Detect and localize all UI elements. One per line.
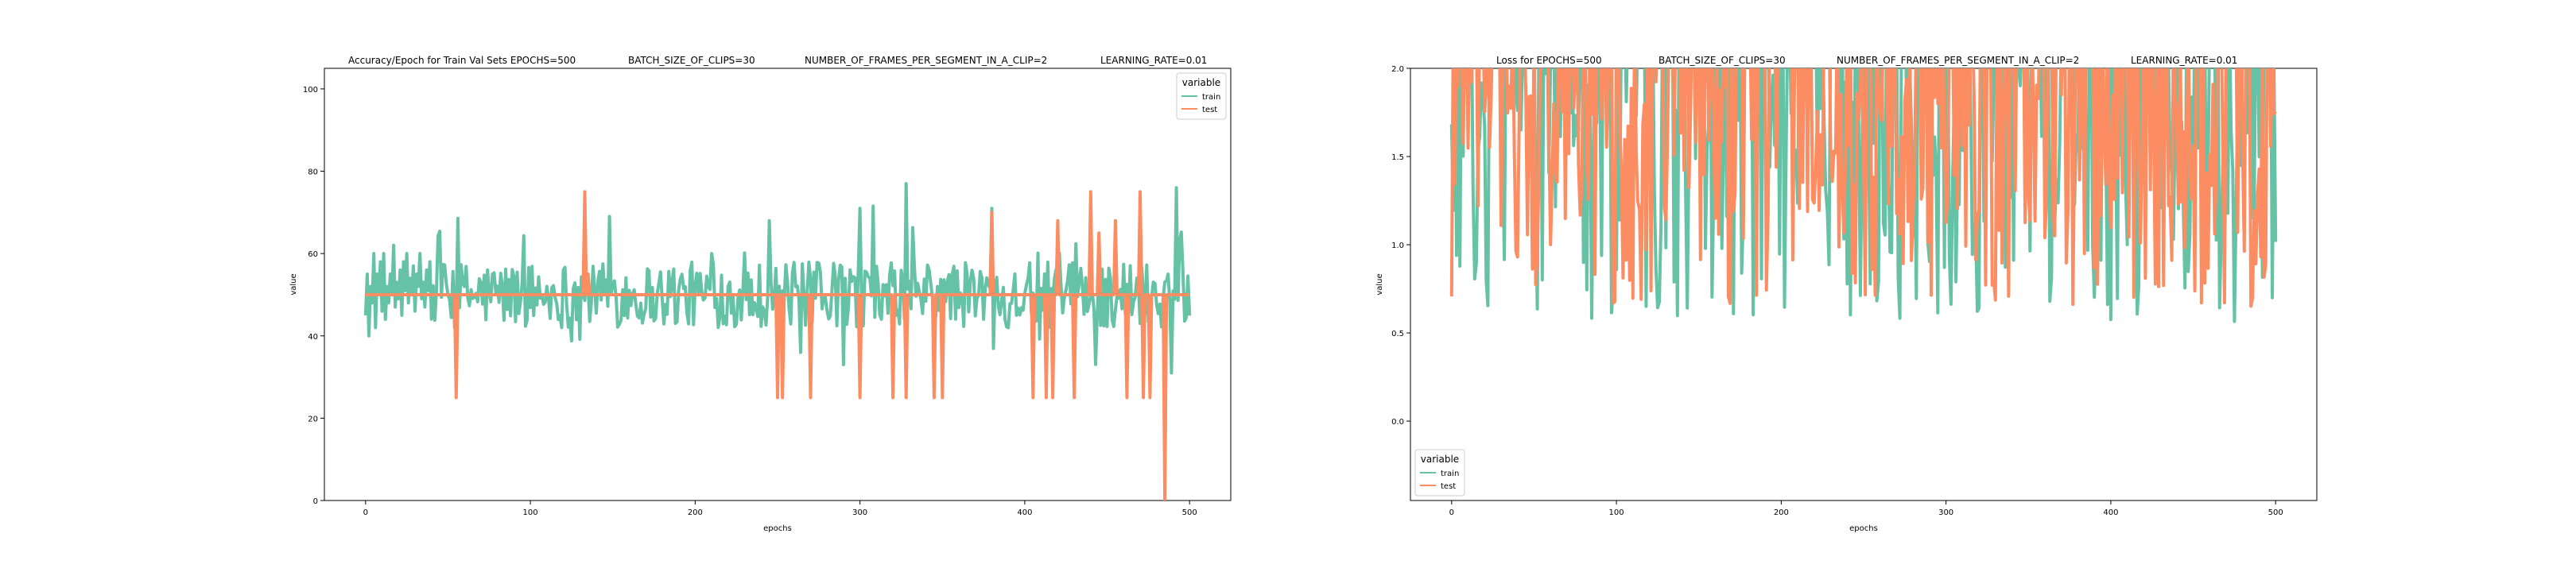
y-tick-label: 2.0	[1391, 65, 1404, 74]
chart-title-part: NUMBER_OF_FRAMES_PER_SEGMENT_IN_A_CLIP=2	[805, 55, 1047, 66]
legend-title: variable	[1421, 454, 1459, 465]
chart-title-part: LEARNING_RATE=0.01	[1100, 55, 1207, 66]
x-axis-label: epochs	[1849, 524, 1878, 533]
legend: variable train test	[1414, 449, 1465, 497]
x-tick-label: 300	[852, 508, 867, 517]
legend-entry-test: test	[1441, 482, 1456, 491]
y-tick-label: 0.5	[1391, 330, 1404, 338]
x-tick-label: 400	[2103, 508, 2118, 517]
y-tick-label: 80	[308, 168, 318, 177]
legend: variable train test	[1176, 72, 1227, 120]
chart-title-part: NUMBER_OF_FRAMES_PER_SEGMENT_IN_A_CLIP=2	[1837, 55, 2079, 66]
x-tick-label: 0	[363, 508, 368, 517]
x-tick-label: 500	[2268, 508, 2283, 517]
x-tick-label: 200	[1774, 508, 1789, 517]
plot-area	[363, 182, 1192, 500]
y-tick-label: 100	[303, 86, 318, 95]
x-tick-label: 0	[1449, 508, 1454, 517]
loss-chart: 0 100 200 300 400 500 0.0 0.5 1.0 1.5 2.0 epochs val…	[1375, 55, 2318, 533]
y-tick-label: 20	[308, 415, 318, 423]
chart-title-part: BATCH_SIZE_OF_CLIPS=30	[628, 55, 755, 66]
y-tick-label: 1.5	[1391, 153, 1404, 162]
legend-title: variable	[1182, 77, 1220, 88]
x-tick-label: 300	[1938, 508, 1953, 517]
series-test-line	[365, 190, 1190, 500]
y-tick-label: 1.0	[1391, 242, 1404, 250]
x-tick-label: 100	[523, 508, 538, 517]
x-tick-label: 200	[688, 508, 703, 517]
x-tick-label: 400	[1017, 508, 1032, 517]
series-test-line	[1449, 68, 2277, 308]
x-tick-label: 100	[1609, 508, 1624, 517]
legend-box	[1176, 72, 1227, 120]
y-tick-label: 0	[313, 497, 318, 506]
x-axis-label: epochs	[763, 524, 792, 533]
y-tick-label: 0.0	[1391, 418, 1404, 427]
chart-title-part: Accuracy/Epoch for Train Val Sets EPOCHS…	[348, 55, 576, 66]
plot-frame	[324, 68, 1232, 501]
x-tick-label: 500	[1182, 508, 1197, 517]
plot-area	[1449, 68, 2278, 323]
chart-title-part: BATCH_SIZE_OF_CLIPS=30	[1658, 55, 1786, 66]
legend-box	[1414, 449, 1465, 497]
chart-title-part: Loss for EPOCHS=500	[1496, 55, 1602, 66]
accuracy-chart: 0 100 200 300 400 500 0 20 40 60 80 100 epochs value A…	[289, 55, 1232, 533]
legend-entry-train: train	[1441, 470, 1459, 478]
y-axis-label: value	[289, 273, 298, 295]
legend-entry-test: test	[1202, 106, 1217, 114]
y-tick-label: 40	[308, 333, 318, 342]
y-axis-label: value	[1375, 273, 1384, 295]
y-tick-label: 60	[308, 250, 318, 259]
legend-entry-train: train	[1202, 93, 1220, 102]
chart-title-part: LEARNING_RATE=0.01	[2131, 55, 2237, 66]
